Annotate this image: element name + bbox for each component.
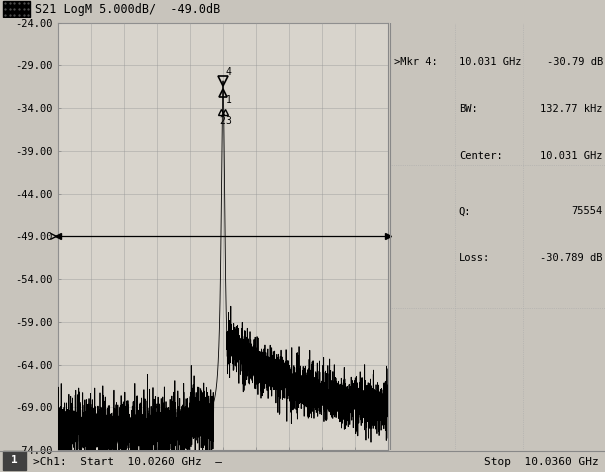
Text: Q:: Q: <box>459 206 471 217</box>
Bar <box>3 451 26 470</box>
Text: 132.77 kHz: 132.77 kHz <box>540 104 603 114</box>
Text: 1: 1 <box>11 455 18 465</box>
Text: -30.79 dB: -30.79 dB <box>546 57 603 67</box>
Text: 1: 1 <box>226 95 232 105</box>
Text: 75554: 75554 <box>572 206 603 217</box>
Text: Stop  10.0360 GHz: Stop 10.0360 GHz <box>484 457 599 467</box>
Bar <box>3 1 30 17</box>
Text: 3: 3 <box>225 116 231 126</box>
Text: 10.031 GHz: 10.031 GHz <box>459 57 522 67</box>
Text: 10.031 GHz: 10.031 GHz <box>540 151 603 161</box>
Text: -30.789 dB: -30.789 dB <box>540 253 603 263</box>
Text: >Mkr 4:: >Mkr 4: <box>394 57 438 67</box>
Text: >Ch1:  Start  10.0260 GHz  —: >Ch1: Start 10.0260 GHz — <box>33 457 222 467</box>
Text: 2: 2 <box>219 116 225 126</box>
Text: BW:: BW: <box>459 104 477 114</box>
Text: Center:: Center: <box>459 151 503 161</box>
Text: 4: 4 <box>226 67 232 77</box>
Text: Loss:: Loss: <box>459 253 490 263</box>
Text: S21 LogM 5.000dB/  -49.0dB: S21 LogM 5.000dB/ -49.0dB <box>35 2 220 16</box>
